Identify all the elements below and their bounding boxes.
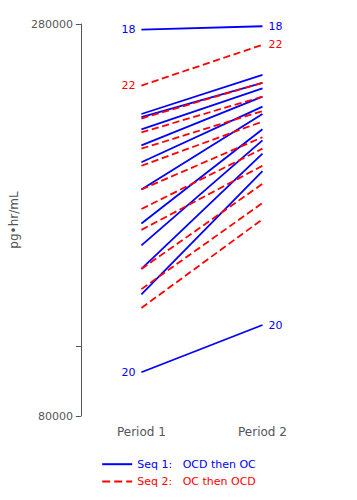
svg-text:Period 1: Period 1	[117, 425, 166, 439]
svg-text:Seq 1: OCD then OC: Seq 1: OCD then OC	[137, 458, 256, 471]
svg-text:80000: 80000	[38, 410, 73, 423]
svg-text:Seq 2: OC then OCD: Seq 2: OC then OCD	[137, 475, 256, 488]
svg-text:22: 22	[121, 79, 135, 92]
svg-text:20: 20	[268, 319, 282, 332]
svg-text:22: 22	[268, 38, 282, 51]
svg-text:18: 18	[268, 20, 282, 33]
svg-text:pg•hr/mL: pg•hr/mL	[7, 191, 21, 249]
svg-text:Period 2: Period 2	[238, 425, 287, 439]
svg-text:280000: 280000	[31, 18, 73, 31]
svg-text:18: 18	[121, 23, 135, 36]
svg-text:20: 20	[121, 366, 135, 379]
